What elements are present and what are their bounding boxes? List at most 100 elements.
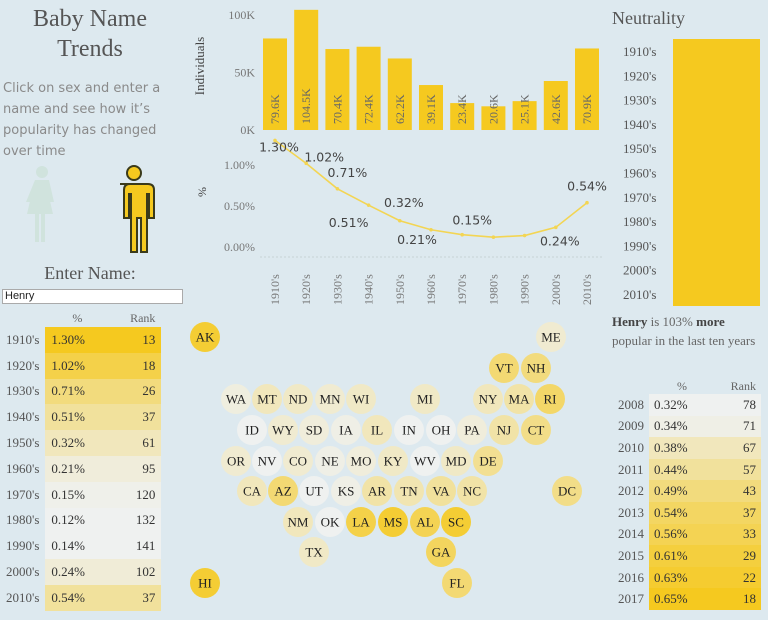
state-il[interactable]: IL [362,415,392,445]
table-row: 2011 0.44% 57 [613,458,761,481]
state-label: HI [198,576,212,591]
state-marker [268,415,298,445]
enter-name-label: Enter Name: [44,263,136,283]
bar-data-label: 70.4K [330,94,344,124]
state-label: NV [258,454,277,469]
bar-data-label: 25.1K [518,94,532,124]
male-figure-icon[interactable] [120,165,155,253]
state-al[interactable]: AL [410,507,440,537]
state-nj[interactable]: NJ [489,415,519,445]
title-line-2: Trends [57,36,123,62]
state-marker [299,476,329,506]
line-point [429,227,433,232]
state-wa[interactable]: WA [221,384,251,414]
state-nh[interactable]: NH [521,353,551,383]
state-sd[interactable]: SD [299,415,329,445]
state-wy[interactable]: WY [268,415,298,445]
state-marker [190,322,220,352]
state-az[interactable]: AZ [268,476,298,506]
state-va[interactable]: VA [426,476,456,506]
state-ms[interactable]: MS [378,507,408,537]
state-co[interactable]: CO [283,446,313,476]
state-label: AK [196,330,215,345]
x-tick-label: 1990's [518,274,532,305]
state-tn[interactable]: TN [394,476,424,506]
state-ny[interactable]: NY [473,384,503,414]
table-row: 1910's 1.30% 13 [0,327,162,353]
state-nv[interactable]: NV [252,446,282,476]
bar [575,48,599,131]
state-marker [426,476,456,506]
state-nd[interactable]: ND [283,384,313,414]
state-ok[interactable]: OK [315,507,345,537]
state-nc[interactable]: NC [457,476,487,506]
female-figure-icon[interactable] [26,166,54,242]
state-wv[interactable]: WV [410,446,440,476]
state-me[interactable]: ME [536,322,566,352]
state-label: IA [339,423,353,438]
state-mn[interactable]: MN [315,384,345,414]
state-ri[interactable]: RI [535,384,565,414]
state-mi[interactable]: MI [410,384,440,414]
state-id[interactable]: ID [237,415,267,445]
state-ky[interactable]: KY [378,446,408,476]
description: Click on sex and enter a name and see ho… [3,81,161,159]
state-label: MI [417,392,433,407]
neutrality-category-label: 1930's [623,93,656,108]
state-marker [221,446,251,476]
rank-cell: 18 [715,588,761,610]
state-ks[interactable]: KS [331,476,361,506]
bar [263,38,287,130]
state-ca[interactable]: CA [237,476,267,506]
row-label: 2010 [618,439,644,455]
table-row: 2008 0.32% 78 [613,394,761,416]
state-ut[interactable]: UT [299,476,329,506]
state-label: WY [272,423,294,438]
neutrality-category-label: 1990's [623,238,656,253]
state-ga[interactable]: GA [426,537,456,567]
line-point [273,138,277,143]
x-tick-label: 2010's [580,274,594,305]
state-label: MA [509,392,531,407]
state-md[interactable]: MD [441,446,471,476]
name-input[interactable]: Henry [2,289,183,304]
row-label: 2017 [618,591,644,607]
state-ne[interactable]: NE [315,446,345,476]
row-label: 2010's [6,589,40,605]
state-marker [521,353,551,383]
state-wi[interactable]: WI [346,384,376,414]
state-ma[interactable]: MA [504,384,534,414]
table-row: 2012 0.49% 43 [613,480,761,502]
state-ar[interactable]: AR [362,476,392,506]
state-la[interactable]: LA [346,507,376,537]
line-point [522,233,527,238]
state-mo[interactable]: MO [346,446,376,476]
state-de[interactable]: DE [473,446,503,476]
state-ak[interactable]: AK [190,322,220,352]
state-marker [394,415,424,445]
state-tx[interactable]: TX [299,537,329,567]
line-point [304,161,308,166]
state-nm[interactable]: NM [283,507,313,537]
state-label: FL [449,576,464,591]
neutrality-category-label: 1960's [623,166,656,181]
state-marker [190,568,220,598]
table-row: 2000's 0.24% 102 [0,559,162,585]
state-ia[interactable]: IA [331,415,361,445]
state-dc[interactable]: DC [552,476,582,506]
state-ct[interactable]: CT [521,415,551,445]
state-pa[interactable]: PA [457,415,487,445]
note-name: Henry [612,314,648,329]
state-fl[interactable]: FL [442,568,472,598]
rank-cell: 33 [715,523,761,546]
state-or[interactable]: OR [221,446,251,476]
row-label: 1930's [6,383,40,399]
bar-data-label: 70.9K [580,94,594,124]
state-in[interactable]: IN [394,415,424,445]
state-sc[interactable]: SC [441,507,471,537]
state-vt[interactable]: VT [489,353,519,383]
state-mt[interactable]: MT [252,384,282,414]
state-oh[interactable]: OH [426,415,456,445]
state-hi[interactable]: HI [190,568,220,598]
state-marker [346,446,376,476]
